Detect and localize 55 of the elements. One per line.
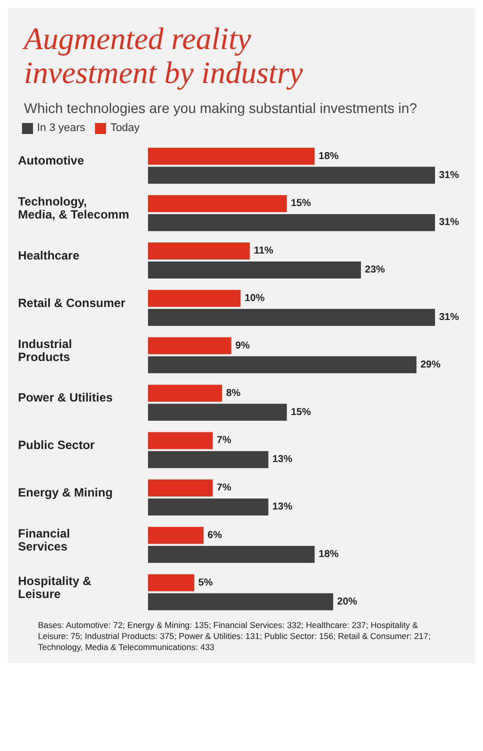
bar <box>148 337 232 354</box>
y-tick-label: Industrial Products <box>18 336 72 364</box>
data-label: 6% <box>208 530 222 542</box>
data-label: 20% <box>337 596 358 608</box>
data-label: 18% <box>318 549 339 560</box>
bar <box>148 356 416 374</box>
data-label: 7% <box>216 435 232 446</box>
bar <box>148 148 315 165</box>
bar <box>148 526 204 544</box>
data-label: 11% <box>254 246 274 257</box>
y-tick-label: Healthcare <box>18 248 80 263</box>
bar <box>148 166 435 184</box>
data-label: 5% <box>198 577 213 588</box>
bar <box>148 593 334 610</box>
y-tick-label: Hospitality & Leisure <box>18 574 92 601</box>
bar <box>148 261 361 278</box>
y-tick-label: Public Sector <box>18 438 96 452</box>
bar <box>148 290 241 307</box>
bar <box>148 574 194 592</box>
data-label: 18% <box>318 150 339 162</box>
bar <box>148 404 287 421</box>
bar <box>148 242 250 260</box>
chart-title: Augmented reality investment by industry <box>24 21 304 90</box>
y-tick-label: Power & Utilities <box>18 390 114 405</box>
data-label: 15% <box>290 198 311 210</box>
bar <box>148 479 213 496</box>
data-label: 7% <box>216 482 232 494</box>
text: Bases: Automotive: 72; Energy & Mining: 135; Financial Services: 332; Healthcare: 237; Hospitality & Leisure: 75; Industrial Products: 375; Power & Utilities: 131; Public Sector: 156; Retail & Consumer: 217; Technology, Media & Telecommunications: 433 <box>38 620 432 653</box>
chart-subtitle: Which technologies are you making substantial investments in? <box>24 100 418 116</box>
data-label: 29% <box>420 359 441 370</box>
data-label: 31% <box>439 170 460 181</box>
legend-label: In 3 years <box>37 122 86 134</box>
bar <box>148 308 435 326</box>
bar <box>148 546 315 563</box>
data-label: 31% <box>439 312 460 324</box>
data-label: 13% <box>272 454 292 466</box>
data-label: 23% <box>364 264 386 276</box>
data-label: 8% <box>226 388 241 399</box>
y-tick-label: Energy & Mining <box>18 486 113 500</box>
y-tick-label: Retail & Consumer <box>18 296 126 310</box>
bar <box>148 195 287 212</box>
bar <box>148 384 222 402</box>
data-label: 13% <box>272 502 292 513</box>
bar <box>148 451 268 468</box>
data-label: 31% <box>439 217 460 228</box>
data-label: 15% <box>290 406 311 418</box>
y-tick-label: Financial Services <box>18 526 70 554</box>
y-tick-label: Technology, Media, & Telecomm <box>18 194 130 222</box>
legend-label: Today <box>110 122 140 134</box>
bar <box>148 432 213 450</box>
bar <box>148 214 435 232</box>
data-label: 10% <box>244 293 265 304</box>
bar <box>148 498 268 516</box>
y-tick-label: Automotive <box>18 154 84 168</box>
data-label: 9% <box>235 340 250 352</box>
